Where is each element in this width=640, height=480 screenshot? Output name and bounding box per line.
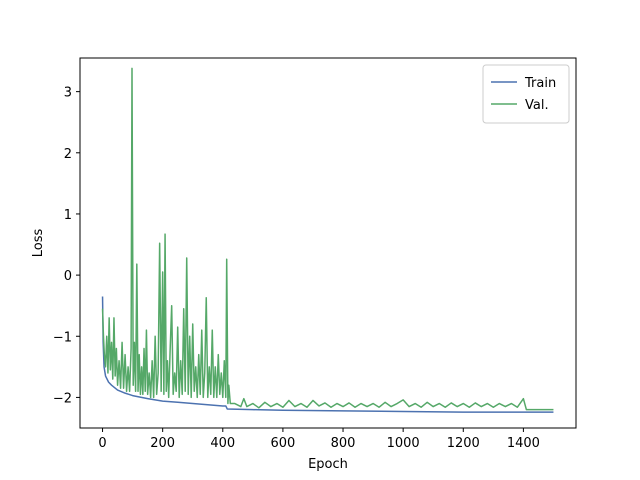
y-tick-label: 1	[64, 208, 72, 223]
y-tick-label: −1	[53, 330, 72, 345]
legend-label: Train	[524, 76, 556, 91]
series-line-train	[101, 296, 554, 413]
series-layer	[101, 67, 554, 413]
x-tick-label: 800	[331, 436, 356, 451]
y-tick-label: 0	[64, 269, 72, 284]
y-tick-label: −2	[53, 391, 72, 406]
plot-frame	[79, 57, 577, 429]
x-axis-ticks: 0 200 400 600 800 1000 1200 1400	[98, 428, 540, 451]
x-tick-label: 400	[210, 436, 235, 451]
y-axis-label: Loss	[31, 229, 46, 258]
legend-label: Val.	[525, 98, 549, 113]
legend-box	[482, 64, 570, 124]
x-tick-label: 200	[150, 436, 175, 451]
series-line-val	[101, 67, 554, 411]
x-axis-label: Epoch	[308, 457, 348, 472]
x-tick-label: 1400	[507, 436, 540, 451]
x-tick-label: 1000	[387, 436, 420, 451]
x-tick-label: 1200	[447, 436, 480, 451]
y-tick-label: 3	[64, 86, 72, 101]
y-axis-ticks: −2 −1 0 1 2 3	[53, 86, 80, 406]
y-tick-label: 2	[64, 147, 72, 162]
legend: Train Val.	[482, 64, 570, 124]
x-tick-label: 600	[270, 436, 295, 451]
x-tick-label: 0	[98, 436, 106, 451]
